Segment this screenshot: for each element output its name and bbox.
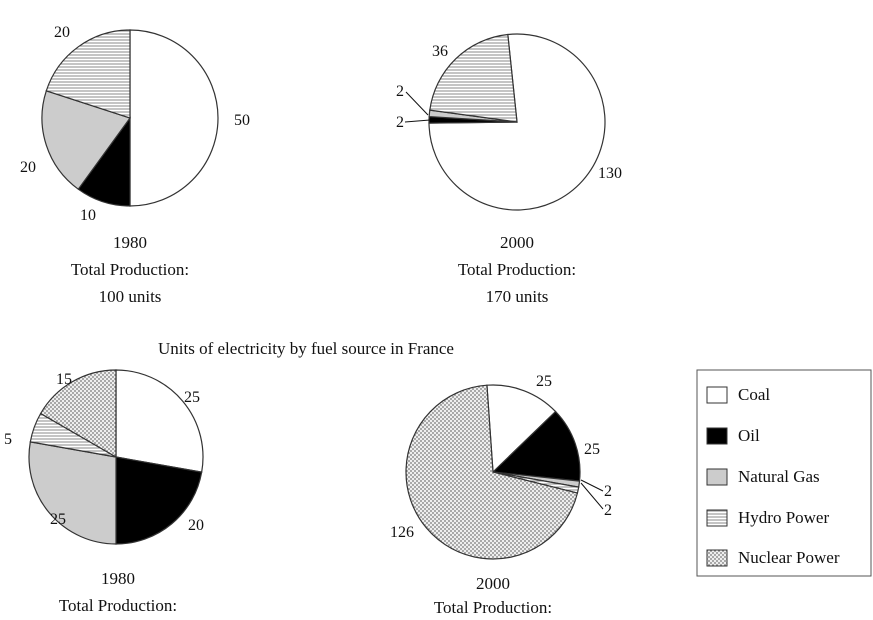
- legend-swatch-oil: [706, 427, 728, 445]
- pie-slice-tl-coal: [129, 29, 219, 207]
- pie-slice-bl-coal: [115, 369, 204, 473]
- data-label-bl-oil: 20: [188, 517, 204, 534]
- year-tr: 2000: [500, 233, 534, 252]
- legend-label-hydro: Hydro Power: [738, 508, 829, 527]
- data-label-br-gas: 2: [604, 483, 612, 500]
- data-label-tr-gas: 2: [396, 83, 404, 100]
- total-tr: 170 units: [486, 287, 549, 306]
- pie-slice-bl-oil: [115, 456, 203, 545]
- total-tl: 100 units: [99, 287, 162, 306]
- caption-tr: Total Production:: [458, 260, 576, 279]
- pie-slice-br-coal: [486, 384, 557, 474]
- caption-bl: Total Production:: [59, 596, 177, 615]
- data-label-tr-hydro: 36: [432, 43, 448, 60]
- pie-slice-bl-natural-gas: [28, 441, 117, 545]
- legend-swatch-natural-gas: [706, 468, 728, 486]
- year-br: 2000: [476, 574, 510, 593]
- legend-swatch-coal: [706, 386, 728, 404]
- caption-tl: Total Production:: [71, 260, 189, 279]
- legend-label-oil: Oil: [738, 426, 760, 445]
- data-label-tl-hydro: 20: [54, 24, 70, 41]
- leader-line: [404, 119, 431, 123]
- chart-title: Units of electricity by fuel source in F…: [158, 339, 454, 358]
- data-label-tr-oil: 2: [396, 114, 404, 131]
- data-label-tl-oil: 10: [80, 207, 96, 224]
- legend-box: [696, 369, 872, 577]
- pie-slice-br-nuclear-power: [405, 384, 579, 560]
- data-label-bl-gas: 25: [50, 511, 66, 528]
- data-label-br-coal: 25: [536, 373, 552, 390]
- pie-slice-tl-natural-gas: [41, 90, 131, 191]
- legend-swatch-nuclear-power: [706, 549, 728, 567]
- data-label-br-nuclear: 126: [390, 524, 414, 541]
- legend-label-coal: Coal: [738, 385, 770, 404]
- data-label-tl-gas: 20: [20, 159, 36, 176]
- legend-label-nuclear: Nuclear Power: [738, 548, 840, 567]
- data-label-tl-coal: 50: [234, 112, 250, 129]
- legend-label-gas: Natural Gas: [738, 467, 820, 486]
- caption-br: Total Production:: [434, 598, 552, 617]
- legend-swatch-hydro-power: [706, 509, 728, 527]
- pie-slice-tl-hydro-power: [45, 29, 131, 119]
- data-label-br-hydro: 2: [604, 502, 612, 519]
- year-tl: 1980: [113, 233, 147, 252]
- pie-slice-bl-nuclear-power: [39, 369, 117, 459]
- leader-line: [580, 479, 604, 492]
- leader-line: [405, 91, 429, 116]
- leader-line: [580, 482, 604, 510]
- data-label-bl-hydro: 5: [4, 431, 12, 448]
- year-bl: 1980: [101, 569, 135, 588]
- legend: Coal Oil Natural Gas Hydro Power Nuclear…: [696, 369, 872, 577]
- data-label-tr-coal: 130: [598, 165, 622, 182]
- pie-slice-tr-hydro-power: [429, 33, 518, 123]
- pie-slice-br-oil: [491, 410, 581, 482]
- data-label-bl-coal: 25: [184, 389, 200, 406]
- data-label-br-oil: 25: [584, 441, 600, 458]
- data-label-bl-nuclear: 15: [56, 371, 72, 388]
